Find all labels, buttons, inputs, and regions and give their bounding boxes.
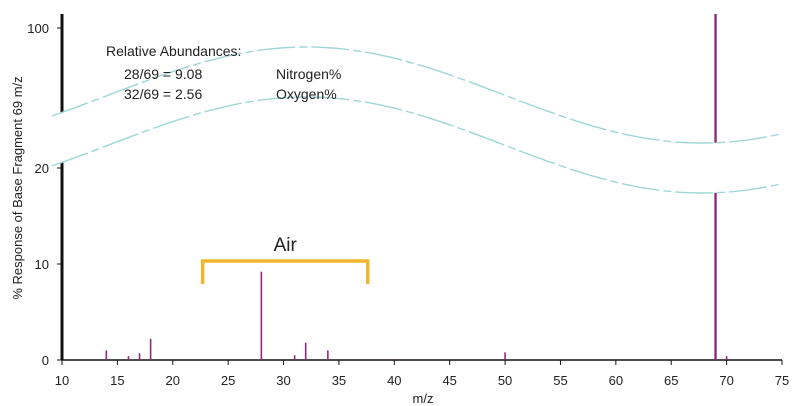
air-bracket-label: Air (274, 235, 298, 256)
axis-break-wave-lower (51, 96, 781, 194)
x-tick-label: 30 (276, 373, 290, 388)
x-tick-label: 70 (719, 373, 733, 388)
y-tick-label: 0 (42, 353, 49, 368)
x-tick-label: 75 (775, 373, 789, 388)
x-tick-label: 60 (609, 373, 623, 388)
axis-break-wave-upper (51, 46, 781, 144)
y-axis-label: % Response of Base Fragment 69 m/z (10, 76, 25, 299)
y-tick-label: 20 (35, 161, 49, 176)
x-tick-label: 35 (332, 373, 346, 388)
annotation-title: Relative Abundances: (106, 43, 241, 59)
annotation-ratio-1: 28/69 = 9.08 (124, 66, 202, 82)
annotation-label-1: Nitrogen% (276, 66, 341, 82)
annotation-ratio-2: 32/69 = 2.56 (124, 86, 202, 102)
x-axis-label: m/z (413, 391, 434, 406)
x-tick-label: 15 (110, 373, 124, 388)
axis-break-gap (52, 47, 780, 193)
y-tick-label: 100 (27, 21, 49, 36)
x-tick-label: 20 (166, 373, 180, 388)
x-tick-label: 65 (664, 373, 678, 388)
x-tick-label: 40 (387, 373, 401, 388)
y-tick-label: 10 (35, 257, 49, 272)
x-tick-label: 10 (55, 373, 69, 388)
annotation-label-2: Oxygen% (276, 86, 337, 102)
relative-abundance-note: Relative Abundances: 28/69 = 9.08 Nitrog… (106, 43, 341, 102)
air-bracket (200, 259, 370, 284)
x-tick-label: 25 (221, 373, 235, 388)
x-tick-label: 55 (553, 373, 567, 388)
x-tick-label: 50 (498, 373, 512, 388)
x-tick-label: 45 (442, 373, 456, 388)
